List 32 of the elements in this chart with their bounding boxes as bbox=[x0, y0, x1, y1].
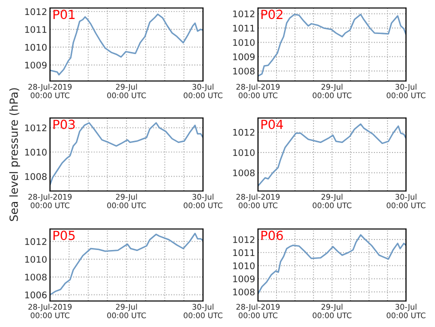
y-tick-label: 1009 bbox=[25, 62, 47, 69]
y-tick-label: 1008 bbox=[233, 68, 255, 75]
y-tick-label: 1006 bbox=[25, 292, 47, 298]
y-tick-label: 1009 bbox=[233, 275, 255, 282]
y-tick-label: 1010 bbox=[233, 149, 255, 156]
chart-title: P04 bbox=[261, 120, 283, 130]
y-tick-label: 1008 bbox=[25, 274, 47, 281]
y-tick-label: 1012 bbox=[25, 8, 46, 16]
y-tick-label: 1012 bbox=[25, 238, 46, 246]
chart-title: P06 bbox=[261, 230, 283, 240]
y-tick-label: 1009 bbox=[233, 53, 255, 60]
y-tick-label: 1008 bbox=[233, 169, 255, 176]
chart-title: P01 bbox=[54, 10, 75, 20]
y-tick-label: 1011 bbox=[25, 26, 46, 33]
y-axis-title: Sea level pressure (hPa) bbox=[9, 88, 20, 221]
y-tick-label: 1008 bbox=[25, 173, 47, 180]
y-tick-label: 1011 bbox=[233, 24, 254, 32]
y-tick-label: 1012 bbox=[233, 10, 254, 18]
y-tick-label: 1012 bbox=[233, 236, 254, 244]
chart-title: P05 bbox=[54, 230, 75, 240]
y-tick-label: 1010 bbox=[233, 39, 255, 46]
line-series bbox=[50, 232, 203, 296]
y-tick-label: 1010 bbox=[25, 256, 47, 263]
chart-title: P02 bbox=[261, 10, 282, 20]
chart-title: P03 bbox=[54, 120, 75, 130]
y-tick-label: 1010 bbox=[25, 148, 47, 156]
y-tick-label: 1008 bbox=[233, 288, 255, 296]
y-tick-label: 1012 bbox=[233, 128, 254, 136]
y-tick-label: 1010 bbox=[25, 44, 47, 51]
y-tick-label: 1010 bbox=[233, 262, 255, 270]
y-tick-label: 1012 bbox=[25, 124, 46, 132]
y-tick-label: 1011 bbox=[233, 249, 254, 256]
